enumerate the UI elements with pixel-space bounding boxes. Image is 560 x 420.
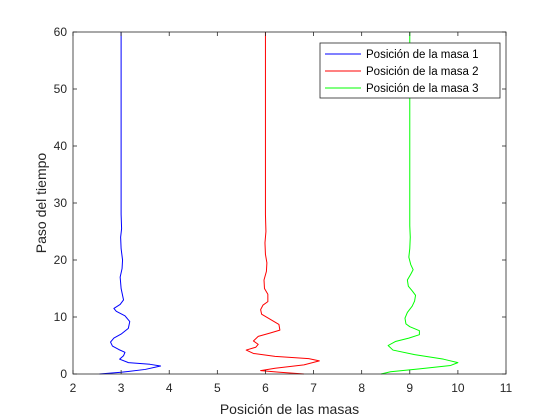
x-tick-label: 7 — [310, 381, 317, 395]
y-tick-label: 40 — [54, 139, 68, 153]
y-tick-label: 50 — [54, 82, 68, 96]
x-tick-label: 6 — [262, 381, 269, 395]
x-tick-label: 2 — [70, 381, 77, 395]
y-tick-label: 10 — [54, 310, 68, 324]
x-tick-label: 8 — [358, 381, 365, 395]
y-tick-label: 0 — [60, 367, 67, 381]
series-layer — [99, 32, 459, 375]
legend: Posición de la masa 1 Posición de la masa… — [319, 42, 501, 99]
y-tick-label: 30 — [54, 196, 68, 210]
series-line-3 — [380, 32, 459, 375]
y-tick-label: 60 — [54, 25, 68, 39]
series-line-1 — [99, 32, 162, 375]
x-tick-label: 10 — [451, 381, 465, 395]
y-axis-label: Paso del tiempo — [33, 153, 49, 254]
series-line-2 — [245, 32, 320, 375]
x-tick-label: 11 — [500, 381, 513, 395]
x-tick-label: 9 — [406, 381, 413, 395]
x-tick-label: 4 — [166, 381, 173, 395]
y-tick-label: 20 — [54, 253, 68, 267]
legend-entry-3: Posición de la masa 3 — [366, 83, 479, 95]
x-tick-label: 5 — [214, 381, 221, 395]
legend-entry-2: Posición de la masa 2 — [366, 66, 479, 78]
x-tick-label: 3 — [118, 381, 125, 395]
axes-layer: 2 3 4 5 6 7 8 9 10 11 0 10 20 30 40 50 60 — [54, 25, 513, 395]
legend-entry-1: Posición de la masa 1 — [366, 49, 479, 61]
x-axis-label: Posición de las masas — [220, 401, 359, 417]
